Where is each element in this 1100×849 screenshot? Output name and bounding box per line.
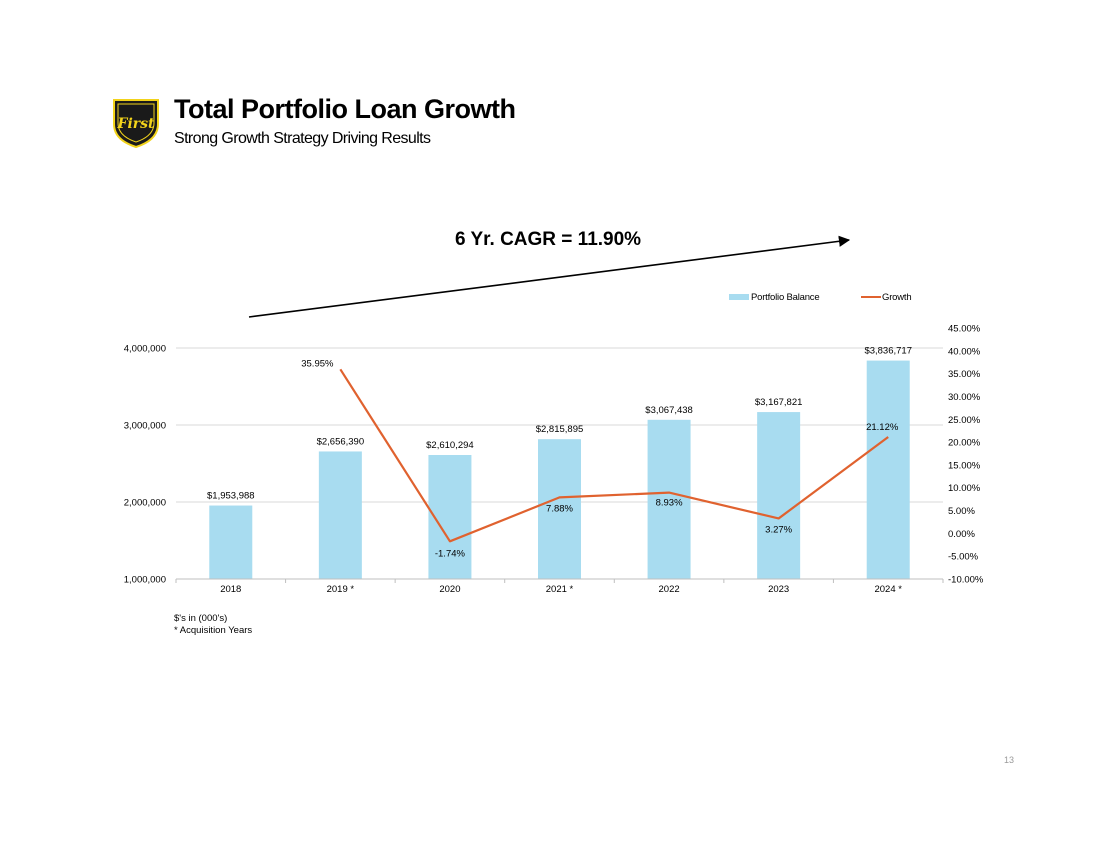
y-left-tick-label: 3,000,000 <box>124 421 166 432</box>
x-tick-label: 2022 <box>659 584 680 595</box>
y-right-tick-label: 15.00% <box>948 460 981 471</box>
bar <box>647 419 691 579</box>
footnote-units: $'s in (000's) <box>174 613 228 624</box>
x-tick-label: 2019 * <box>327 584 355 595</box>
growth-data-label: 8.93% <box>656 498 683 509</box>
y-right-tick-label: 20.00% <box>948 438 981 449</box>
growth-data-label: 3.27% <box>765 524 792 535</box>
y-left-tick-label: 2,000,000 <box>124 498 166 509</box>
bar-data-label: $1,953,988 <box>207 491 255 502</box>
y-right-tick-label: -10.00% <box>948 575 984 586</box>
logo-text: First <box>117 116 156 132</box>
cagr-arrow <box>248 235 851 318</box>
x-tick-label: 2020 <box>439 584 460 595</box>
y-right-tick-label: 25.00% <box>948 415 981 426</box>
company-logo: First <box>113 99 159 148</box>
bar-data-label: $3,067,438 <box>645 405 693 416</box>
legend-label-portfolio-balance: Portfolio Balance <box>751 292 819 303</box>
footnote-acquisition: * Acquisition Years <box>174 625 253 636</box>
y-right-tick-label: 10.00% <box>948 483 981 494</box>
bar <box>209 505 253 579</box>
growth-data-label: 7.88% <box>546 503 573 514</box>
bar-data-label: $2,656,390 <box>317 436 365 447</box>
chart-legend: Portfolio Balance Growth <box>729 292 912 303</box>
y-right-tick-label: 5.00% <box>948 506 975 517</box>
page-title: Total Portfolio Loan Growth <box>174 94 516 124</box>
x-tick-label: 2023 <box>768 584 789 595</box>
y-right-tick-label: 0.00% <box>948 529 975 540</box>
y-left-tick-label: 1,000,000 <box>124 575 166 586</box>
page-subtitle: Strong Growth Strategy Driving Results <box>174 130 431 147</box>
page-number: 13 <box>1004 755 1015 765</box>
legend-swatch-portfolio-balance <box>729 294 749 300</box>
growth-line <box>339 368 889 543</box>
growth-data-label: -1.74% <box>435 548 466 559</box>
bar <box>757 412 801 579</box>
bar <box>318 451 362 579</box>
bar <box>538 439 581 579</box>
bar <box>866 360 910 579</box>
bar-data-label: $2,610,294 <box>426 440 474 451</box>
y-right-tick-label: 35.00% <box>948 369 981 380</box>
bar-data-label: $3,167,821 <box>755 397 803 408</box>
bar-data-label: $2,815,895 <box>536 424 584 435</box>
x-tick-label: 2021 * <box>546 584 574 595</box>
y-right-tick-label: 30.00% <box>948 392 981 403</box>
x-tick-label: 2018 <box>220 584 241 595</box>
y-right-tick-label: 40.00% <box>948 346 981 357</box>
x-tick-label: 2024 * <box>874 584 902 595</box>
growth-data-label: 35.95% <box>301 358 334 369</box>
bar-data-label: $3,836,717 <box>864 346 912 357</box>
cagr-label: 6 Yr. CAGR = 11.90% <box>455 229 642 250</box>
y-right-tick-label: -5.00% <box>948 552 979 563</box>
legend-label-growth: Growth <box>882 292 911 303</box>
y-right-tick-label: 45.00% <box>948 324 981 335</box>
y-left-tick-label: 4,000,000 <box>124 344 166 355</box>
growth-data-label: 21.12% <box>866 422 899 433</box>
